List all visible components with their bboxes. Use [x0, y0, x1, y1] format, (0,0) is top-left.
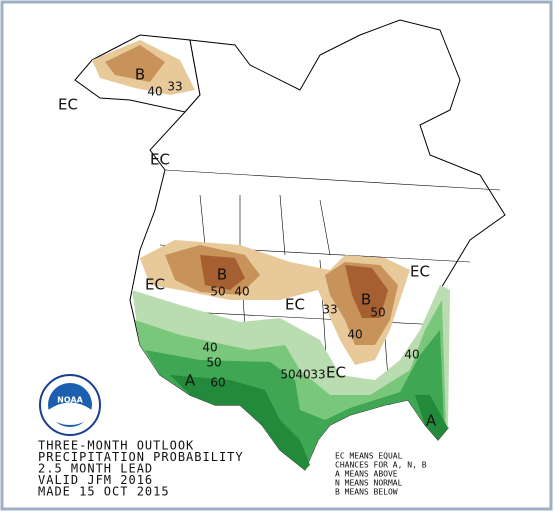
- above-50: [145, 330, 444, 470]
- outlook-line: MADE 15 OCT 2015: [38, 485, 170, 499]
- map-label: A: [426, 412, 437, 430]
- map-label: EC: [145, 276, 165, 294]
- map-label: 33: [322, 303, 337, 317]
- map-label: 50: [370, 306, 385, 320]
- map-label: EC: [58, 96, 78, 114]
- legend-line: EC MEANS EQUAL: [335, 452, 403, 461]
- map-label: EC: [285, 296, 305, 314]
- map-label: B: [135, 66, 145, 84]
- noaa-logo-wave: [48, 402, 92, 425]
- map-label: 40: [404, 348, 419, 362]
- legend-line: CHANCES FOR A, N, B: [335, 461, 427, 470]
- outlook-line: VALID JFM 2016: [38, 473, 153, 487]
- legend-line: A MEANS ABOVE: [335, 470, 398, 479]
- map-label: EC: [150, 151, 170, 169]
- map-label: B: [217, 266, 227, 284]
- logo-text: NOAA: [57, 396, 83, 405]
- map-label: 40: [347, 328, 362, 342]
- outlook-line: 2.5 MONTH LEAD: [38, 462, 153, 476]
- map-label: 50: [206, 356, 221, 370]
- below-50: [200, 255, 388, 318]
- map-label: 40: [295, 368, 310, 382]
- map-label: 60: [210, 376, 225, 390]
- outlook-line: THREE-MONTH OUTLOOK: [38, 439, 194, 453]
- map-label: A: [185, 372, 196, 390]
- map-label: B: [361, 291, 371, 309]
- legend-line: B MEANS BELOW: [335, 488, 398, 497]
- outlook-line: PRECIPITATION PROBABILITY: [38, 450, 244, 464]
- below-40: [105, 45, 165, 82]
- map-label: 50: [280, 368, 295, 382]
- legend-line: N MEANS NORMAL: [335, 479, 403, 488]
- map-label: 40: [234, 285, 249, 299]
- map-label: 50: [210, 285, 225, 299]
- map-label: 33: [167, 80, 182, 94]
- map-label: 40: [147, 85, 162, 99]
- map-label: 33: [310, 368, 325, 382]
- map-label: EC: [326, 364, 346, 382]
- map-label: 40: [202, 341, 217, 355]
- map-label: EC: [410, 263, 430, 281]
- above-60: [170, 375, 448, 470]
